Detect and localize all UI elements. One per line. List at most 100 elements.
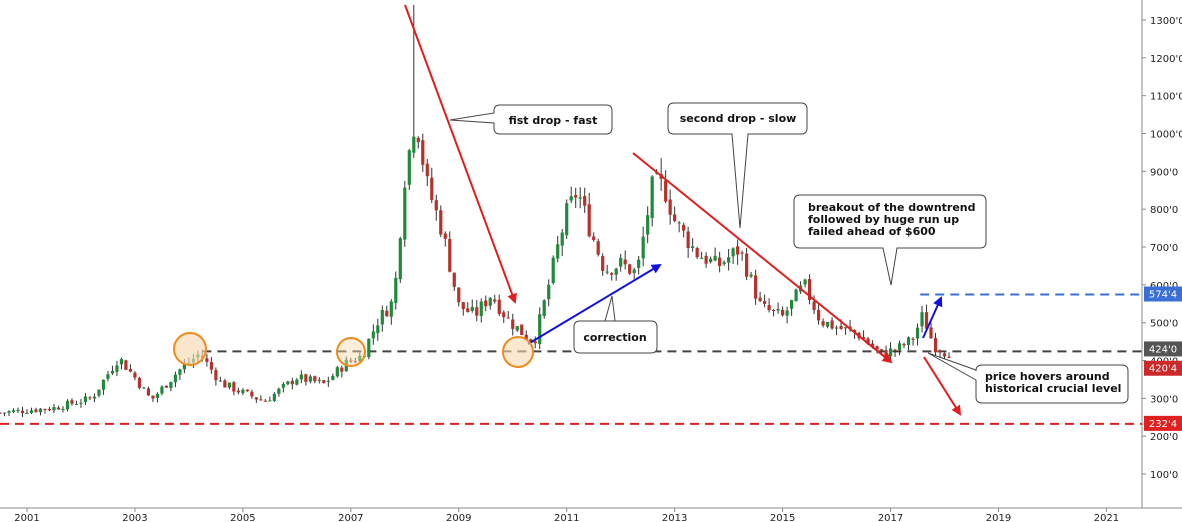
candle-body [425,163,429,177]
candle-body [385,310,389,317]
candle-body [646,215,650,235]
candle-body [295,379,299,385]
price-tag-label: 424'0 [1149,344,1177,355]
candle-body [938,350,942,353]
candle-body [209,362,213,370]
candle-body [673,214,677,222]
down-scenario-arrow [923,356,962,416]
candle-body [38,408,43,413]
callout-first-drop-text-line: fist drop - fast [509,114,598,127]
candle-body [682,224,686,231]
first-drop-arrow [404,4,517,304]
candle-body [592,236,596,241]
candle-body [452,272,456,287]
support-circle [502,336,534,368]
candle-body [843,327,848,329]
candle-body [263,400,267,402]
price-tag-label: 232'4 [1149,419,1177,430]
candle-body [803,279,807,285]
level-lines [0,293,1142,425]
candle-body [281,383,285,388]
candle-body [547,284,551,300]
candle-body [290,380,294,385]
candle-body [151,395,155,399]
candle-body [443,233,447,239]
y-tick-label: 200'0 [1150,432,1178,443]
candle-body [412,136,416,153]
callout-breakout-text-line: failed ahead of $600 [808,225,936,238]
price-tags: 574'4 424'0 420'4 232'4 [1144,286,1182,431]
candle-body [574,195,578,198]
y-tick-label: 800'0 [1150,205,1178,216]
candle-body [794,289,798,302]
candle-body [637,259,641,268]
callout-first-drop: fist drop - fast [449,104,613,135]
candle-body [947,356,951,358]
candle-body [834,327,839,329]
callout-breakout: breakout of the downtrend followed by hug… [793,194,987,286]
candle-body [173,374,178,383]
candle-body [169,381,173,389]
candle-body [677,222,681,224]
candle-body [601,256,605,271]
candle-body [942,353,947,357]
candle-body [695,248,699,258]
candle-body [389,301,393,317]
callout-correction-text: correction [583,331,646,344]
candle-body [888,348,893,357]
candle-body [709,258,713,263]
candle-body [767,305,771,311]
correction-arrow [527,263,662,345]
candle-body [74,404,79,406]
candle-body [560,232,564,246]
candle-body [785,310,789,316]
candle-body [641,236,645,259]
candle-body [434,200,438,211]
candle-body [394,277,398,303]
candle-body [745,253,749,277]
candle-body [906,337,911,345]
candle-body [56,407,61,410]
x-tick-label: 2003 [122,513,147,522]
candle-body [70,400,74,404]
candle-body [776,309,780,311]
y-tick-label: 100'0 [1150,470,1178,481]
candle-body [781,309,785,316]
candle-body [236,390,240,393]
y-tick-label: 1100'0 [1150,92,1182,103]
candle-body [664,180,668,202]
candle-body [119,359,124,365]
candle-body [763,301,767,304]
x-tick-label: 2015 [770,513,795,522]
price-tag [1144,415,1182,431]
x-tick-label: 2019 [986,513,1011,522]
candle-body [164,385,169,388]
callout-hover-text-line: historical crucial level [985,382,1121,395]
candle-body [502,312,506,318]
candle-body [686,231,690,249]
candle-body [807,279,812,301]
candle-body [915,327,920,339]
y-tick-label: 700'0 [1150,243,1178,254]
candle-body [493,299,497,302]
x-tick-label: 2021 [1094,513,1119,522]
candle-body [529,339,533,342]
candle-body [614,268,618,275]
candle-body [416,137,420,143]
candle-body [740,252,744,254]
candle-body [722,262,726,265]
candle-body [821,321,825,326]
candles [0,4,951,417]
candle-body [272,393,276,401]
candle-body [124,360,128,370]
candle-body [335,367,339,377]
candle-body [7,411,11,413]
candle-body [713,255,717,261]
candle-body [879,349,884,351]
candle-body [92,396,97,399]
candle-body [866,338,870,345]
candle-body [137,377,142,388]
candle-body [88,397,92,399]
candle-body [340,367,344,372]
